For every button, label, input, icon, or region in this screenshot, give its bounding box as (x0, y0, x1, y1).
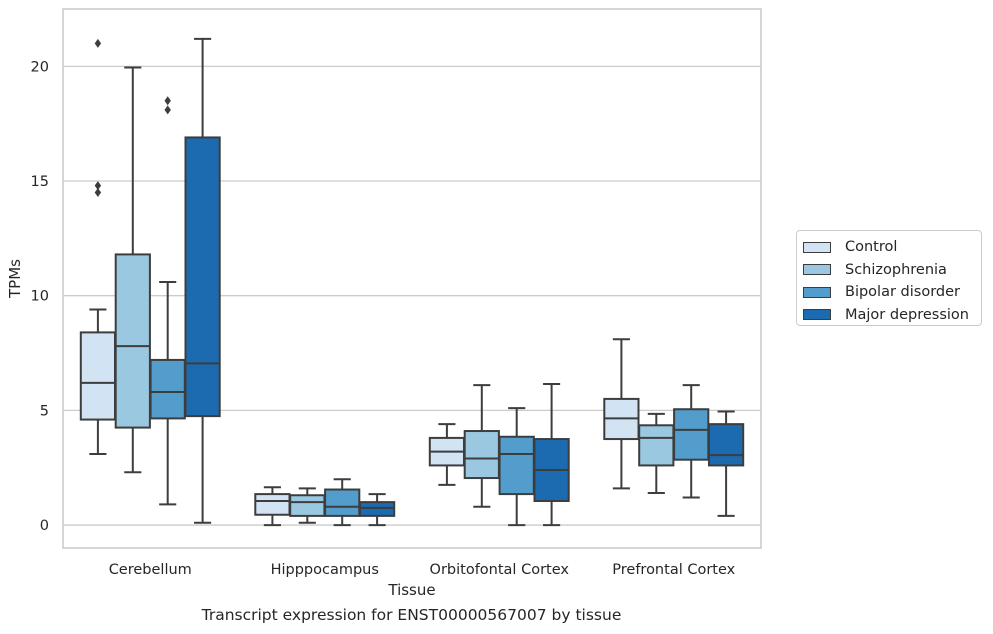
x-tick-labels: Cerebellum Hipppocampus Orbitofontal Corte… (109, 562, 736, 578)
legend-label: Schizophrenia (845, 261, 947, 278)
iqr-box (463, 430, 500, 480)
legend-swatch (803, 309, 831, 321)
box-control-2 (428, 423, 466, 486)
iqr-box (498, 435, 535, 496)
box-control-3 (603, 338, 640, 490)
y-tick-label: 10 (31, 289, 49, 305)
iqr-box (79, 331, 117, 421)
box-schizophrenia-1 (289, 487, 326, 524)
legend: Control Schizophrenia Bipolar disorder Majo… (796, 230, 982, 326)
outlier-point (164, 96, 171, 106)
box-schizophrenia-2 (463, 384, 500, 508)
iqr-box (114, 253, 151, 429)
legend-item: Schizophrenia (803, 259, 981, 282)
legend-swatch (803, 241, 831, 253)
legend-item: Major depression (803, 304, 981, 327)
iqr-box (707, 423, 745, 467)
box-schizophrenia-3 (638, 412, 675, 494)
x-axis-label: Tissue (387, 581, 435, 599)
y-tick-label: 5 (40, 403, 49, 419)
outlier-point (94, 38, 102, 48)
y-tick-label: 0 (40, 518, 49, 534)
box-bipolar-disorder-3 (673, 384, 710, 499)
box-control-0 (79, 38, 117, 455)
box-major-depression-3 (707, 410, 745, 517)
y-tick-label: 20 (31, 59, 49, 75)
iqr-box (358, 501, 396, 517)
legend-swatch (803, 286, 831, 298)
y-tick-labels: 0 5 10 15 20 (31, 59, 49, 534)
iqr-box (289, 494, 326, 517)
legend-item: Bipolar disorder (803, 281, 981, 304)
box-bipolar-disorder-1 (324, 478, 361, 527)
legend-swatch (803, 264, 831, 276)
boxes-layer (79, 37, 745, 527)
outlier-point (94, 181, 102, 191)
box-schizophrenia-0 (114, 66, 151, 474)
plot-frame (62, 8, 762, 549)
box-bipolar-disorder-0 (149, 96, 186, 506)
box-major-depression-0 (184, 37, 221, 524)
y-tick-label: 15 (31, 174, 49, 190)
legend-label: Major depression (845, 306, 969, 323)
iqr-box (254, 493, 291, 516)
iqr-box (638, 424, 675, 467)
box-major-depression-1 (358, 493, 396, 527)
chart-caption: Transcript expression for ENST0000056700… (201, 606, 622, 624)
iqr-box (184, 136, 221, 418)
x-tick-label: Orbitofontal Cortex (430, 562, 570, 578)
y-axis-label: TPMs (6, 259, 24, 299)
outlier-point (164, 105, 171, 115)
legend-label: Bipolar disorder (845, 284, 960, 301)
iqr-box (324, 488, 361, 517)
x-tick-label: Cerebellum (109, 562, 192, 578)
legend-item: Control (803, 236, 981, 259)
x-tick-label: Prefrontal Cortex (612, 562, 735, 578)
box-control-1 (254, 486, 291, 527)
iqr-box (673, 408, 710, 461)
iqr-box (149, 358, 186, 420)
box-bipolar-disorder-2 (498, 407, 535, 527)
legend-label: Control (845, 239, 898, 256)
box-major-depression-2 (533, 383, 570, 527)
x-tick-label: Hipppocampus (271, 562, 379, 578)
outlier-point (94, 187, 102, 197)
